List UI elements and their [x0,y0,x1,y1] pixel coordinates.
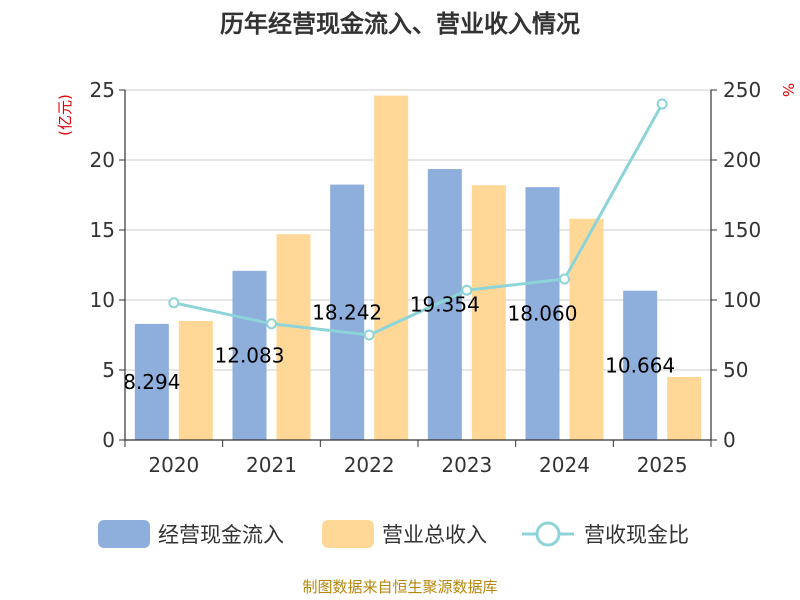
data-label: 12.083 [215,343,285,367]
left-tick-label: 20 [90,148,115,172]
bar-营业总收入 [276,234,311,440]
right-tick-label: 100 [723,288,761,312]
legend-swatch [322,520,374,548]
legend-label: 经营现金流入 [158,523,284,547]
data-label: 19.354 [410,293,480,317]
left-tick-label: 10 [90,288,115,312]
bar-营业总收入 [471,185,506,440]
bars [134,95,702,440]
chart-title: 历年经营现金流入、营业收入情况 [220,10,580,38]
legend: 经营现金流入 营业总收入 营收现金比 [98,520,689,548]
x-tick-label: 2023 [441,453,492,477]
line-point [168,297,180,309]
bar-营业总收入 [667,377,702,440]
line-point [559,273,570,285]
bar-经营现金流入 [330,184,365,440]
bar-经营现金流入 [525,187,560,440]
bar-经营现金流入 [623,290,658,440]
data-labels: 8.294 12.083 18.242 19.354 18.060 10.664 [123,293,675,394]
bar-营业总收入 [178,321,213,440]
left-tick-label: 15 [90,218,115,242]
right-tick-label: 150 [723,218,761,242]
left-tick-label: 5 [102,358,115,382]
x-tick-label: 2020 [148,453,199,477]
x-tick-label: 2021 [246,453,297,477]
bar-营业总收入 [374,95,409,440]
left-tick-label: 0 [102,428,115,452]
data-label: 18.242 [312,300,382,324]
x-tick-label: 2025 [637,453,688,477]
ratio-line [168,98,668,341]
line-point [656,98,668,110]
line-point [266,318,277,330]
left-tick-label: 25 [90,78,115,102]
right-axis-unit: % [779,83,797,97]
line-point [461,284,473,296]
data-label: 18.060 [508,302,578,326]
x-tick-label: 2022 [344,453,395,477]
data-label: 10.664 [605,353,675,377]
bar-经营现金流入 [134,323,169,440]
right-tick-label: 0 [723,428,736,452]
right-tick-label: 250 [723,78,761,102]
legend-marker [535,521,561,547]
right-tick-label: 200 [723,148,761,172]
left-axis-unit: (亿元) [56,94,74,136]
line-point [363,329,375,341]
bar-营业总收入 [569,218,604,440]
line-营收现金比 [173,103,664,337]
legend-label: 营收现金比 [584,523,689,547]
right-tick-label: 50 [723,358,748,382]
legend-swatch [98,520,150,548]
gridlines [125,89,711,371]
x-tick-label: 2024 [539,453,590,477]
data-label: 8.294 [123,370,180,394]
legend-label: 营业总收入 [382,523,487,547]
bar-经营现金流入 [232,270,267,440]
source-note: 制图数据来自恒生聚源数据库 [302,578,497,596]
